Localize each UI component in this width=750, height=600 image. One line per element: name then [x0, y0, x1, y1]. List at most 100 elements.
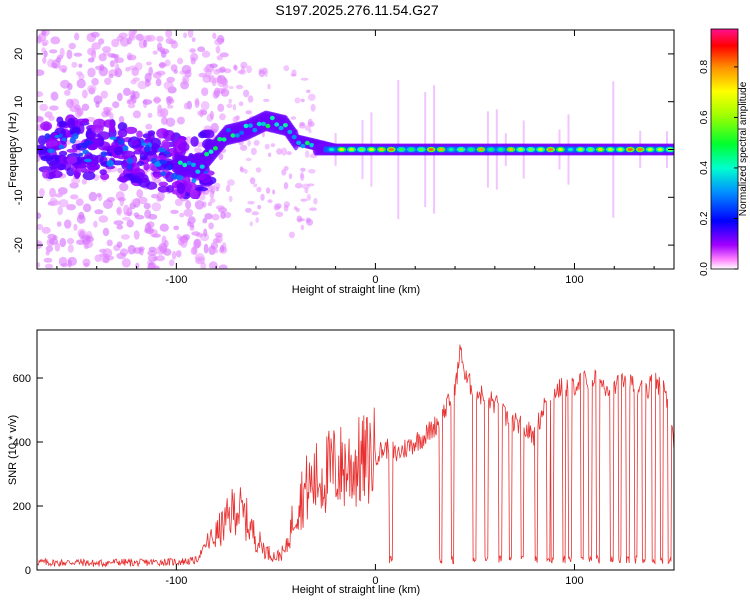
spectral-cell [49, 187, 56, 198]
spectral-cell [58, 120, 67, 128]
spectral-cell [87, 67, 96, 78]
spectral-cell [58, 144, 65, 149]
spectral-cell [281, 147, 288, 156]
spectral-cell [58, 199, 69, 208]
spectral-cell [66, 98, 74, 109]
spectral-cell [41, 30, 47, 36]
spectral-cell [218, 153, 224, 161]
spectral-cell [272, 189, 276, 195]
spectral-cell [286, 151, 292, 156]
y-tick-label: 400 [13, 437, 31, 449]
spectral-cell [270, 143, 276, 148]
spectral-cell [194, 147, 202, 153]
spectral-cell [106, 160, 115, 167]
spectral-cell [215, 205, 225, 210]
spectral-cell [37, 69, 45, 76]
spectral-cell [153, 96, 161, 104]
spectral-cell [123, 204, 130, 215]
snr-ticks: -100 0 100 0 200 400 600 [13, 373, 584, 587]
spectral-cell [183, 208, 194, 217]
spectral-cell [64, 89, 71, 96]
spectral-cell [106, 239, 113, 247]
spectral-cell [232, 116, 239, 123]
spectral-cell [225, 184, 231, 193]
spectral-cell [126, 163, 132, 170]
spectral-cell [119, 197, 125, 207]
spectral-cell [276, 148, 283, 155]
spectral-cell [169, 259, 175, 267]
spectral-cell [71, 61, 78, 68]
spectral-cell [154, 161, 162, 167]
spectral-cell [155, 78, 162, 87]
spectral-cell [306, 194, 311, 201]
spectral-cell [142, 142, 147, 146]
spectral-cell [245, 207, 252, 213]
spectral-cell [229, 85, 234, 90]
spectral-cell [221, 137, 227, 142]
spectral-cell [91, 77, 99, 86]
snr-xlabel: Height of straight line (km) [292, 584, 420, 596]
spectral-cell [136, 189, 144, 198]
spectral-cell [252, 128, 258, 133]
spectral-cell [147, 265, 157, 269]
spectral-cell [247, 123, 253, 128]
spectral-cell [190, 246, 198, 255]
spectral-cell [296, 140, 302, 145]
y-tick-label: 0 [25, 565, 31, 577]
spectral-cell [49, 160, 59, 170]
spectral-cell [70, 194, 79, 200]
spectral-cell [187, 30, 194, 38]
spectral-cell [137, 80, 148, 90]
spectral-cell [117, 167, 123, 174]
spectral-cell [264, 143, 270, 150]
spectral-cell [128, 103, 136, 109]
spectral-cell [103, 119, 116, 128]
spectral-cell [228, 98, 232, 104]
spectral-cell [291, 134, 297, 140]
spectral-cell [187, 216, 196, 225]
spectral-cell [195, 186, 209, 192]
spectrogram-marks [37, 30, 674, 269]
spectral-cell [339, 148, 345, 151]
spectral-cell [142, 99, 153, 105]
spectral-cell [309, 143, 315, 148]
spectral-cell [37, 154, 41, 163]
spectral-cell [107, 53, 116, 58]
spectral-cell [208, 149, 214, 154]
spectral-cell [141, 174, 149, 184]
spectral-cell [120, 234, 130, 240]
spectral-cell [300, 198, 308, 202]
spectral-cell [191, 37, 196, 43]
spectral-cell [204, 152, 210, 157]
spectral-cell [190, 57, 196, 65]
spectral-cell [68, 42, 76, 50]
spectral-cell [657, 148, 663, 151]
spectral-cell [56, 221, 62, 227]
spectral-cell [211, 78, 217, 87]
spectral-cell [238, 101, 244, 107]
spectral-cell [131, 140, 140, 146]
spectral-cell [143, 39, 148, 48]
spectral-cell [49, 238, 59, 245]
spectral-cell [98, 215, 109, 223]
spectral-cell [265, 187, 271, 194]
spectral-cell [39, 188, 45, 197]
spectral-cell [149, 137, 161, 150]
y-tick-label: 200 [13, 501, 31, 513]
spectral-cell [81, 178, 88, 185]
spectral-cell [261, 121, 266, 127]
spectral-cell [257, 204, 262, 210]
spectral-cell [79, 230, 85, 240]
spectral-cell [137, 196, 148, 205]
spectral-cell [174, 198, 183, 207]
spectral-cell [144, 145, 151, 152]
spectral-cell [587, 148, 594, 151]
spectral-cell [548, 148, 554, 151]
spectral-cell [39, 103, 48, 112]
spectral-cell [57, 206, 63, 216]
spectral-cell [54, 242, 61, 252]
spectral-cell [518, 148, 524, 151]
spectral-cell [181, 64, 192, 74]
spectral-cell [83, 240, 94, 249]
spectral-cell [41, 47, 46, 53]
